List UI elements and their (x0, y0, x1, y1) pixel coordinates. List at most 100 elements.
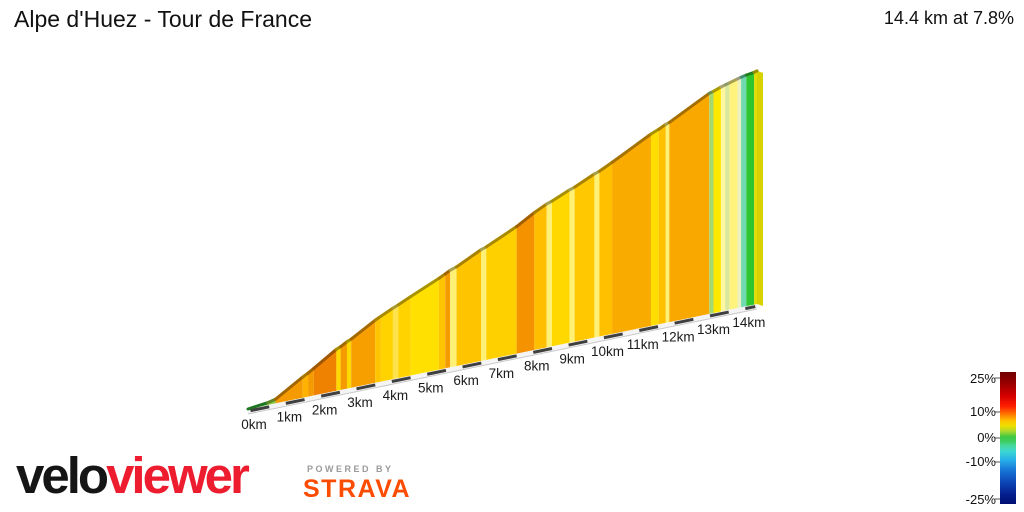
x-axis-label: 7km (489, 366, 515, 381)
gradient-stripe (516, 212, 535, 354)
profile-top-edge (610, 132, 653, 164)
x-axis-label: 0km (241, 417, 267, 432)
axis-tick (532, 347, 553, 354)
gradient-stripe (725, 82, 730, 311)
legend-label-minus25: -25% (965, 492, 996, 507)
gradient-stripe (741, 75, 747, 308)
legend-label-10: 10% (969, 404, 996, 419)
profile-end-cap (756, 70, 763, 306)
axis-tick (709, 310, 730, 318)
profile-top-edge (396, 295, 413, 307)
gradient-stripe (336, 346, 341, 391)
gradient-stripe (729, 78, 738, 310)
axis-tick (356, 383, 376, 391)
gradient-stripe (308, 368, 314, 397)
axis-tick (391, 376, 411, 383)
x-axis-label: 8km (524, 359, 550, 374)
axis-tick (568, 339, 588, 347)
gradient-stripe (599, 162, 613, 337)
gradient-stripe (340, 341, 347, 390)
x-axis-label: 9km (559, 351, 585, 366)
profile-top-edge (312, 347, 338, 370)
gradient-stripe (534, 203, 547, 350)
legend-tick (995, 411, 1000, 413)
gradient-stripe (450, 266, 457, 368)
gradient-stripe (569, 187, 575, 343)
axis-tick (745, 305, 756, 311)
veloviewer-logo-velo: velo (16, 447, 109, 504)
profile-top-edge (246, 401, 269, 411)
legend-tick (995, 461, 1000, 463)
gradient-stripe (720, 84, 726, 312)
segment-title: Alpe d'Huez - Tour de France (14, 6, 313, 32)
axis-tick (462, 361, 482, 369)
x-axis-label: 14km (732, 315, 765, 330)
profile-top-edge (649, 127, 661, 136)
gradient-stripe (302, 373, 309, 398)
legend-tick (995, 437, 1000, 439)
gradient-stripe (737, 77, 742, 309)
gradient-stripe (398, 296, 411, 379)
x-axis-label: 13km (697, 322, 730, 337)
gradient-stripe (438, 273, 446, 370)
profile-top-edge (455, 248, 483, 269)
gradient-stripe (650, 129, 659, 326)
powered-by-label: POWERED BY (307, 464, 394, 474)
gradient-stripe (410, 278, 439, 376)
profile-top-edge (532, 202, 549, 215)
axis-tick (285, 398, 305, 405)
gradient-stripe (380, 308, 393, 382)
gradient-stripe (313, 349, 337, 396)
veloviewer-logo[interactable]: veloviewer (16, 447, 250, 504)
axis-tick (320, 390, 341, 398)
x-axis-label: 6km (453, 373, 479, 388)
x-axis-label: 5km (418, 381, 444, 396)
gradient-stripe (665, 122, 670, 323)
gradient-stripe (445, 270, 451, 369)
gradient-stripe (546, 201, 552, 348)
axis-tick (603, 332, 623, 340)
x-axis-label: 2km (312, 402, 338, 417)
x-axis-label: 1km (277, 410, 303, 425)
x-axis-label: 11km (627, 337, 659, 352)
legend-label-0: 0% (977, 430, 996, 445)
x-axis-label: 3km (347, 395, 373, 410)
gradient-stripe (551, 189, 570, 347)
gradient-stripe (669, 93, 710, 323)
profile-top-edge (274, 375, 305, 401)
profile-top-edge (409, 276, 441, 299)
profile-top-edge (597, 160, 614, 173)
legend-label-25: 25% (969, 371, 996, 386)
profile-top-edge (379, 306, 395, 318)
axis-base-edge (247, 308, 758, 415)
gradient-stripe (346, 339, 352, 389)
profile-top-edge (484, 225, 519, 249)
axis-tick (497, 354, 517, 362)
gradient-stripe (351, 320, 376, 388)
axis-tick (426, 368, 447, 376)
legend-label-minus10: -10% (965, 454, 996, 469)
gradient-stripe (486, 226, 517, 360)
profile-top-edge (727, 77, 740, 85)
segment-stats: 14.4 km at 7.8% (883, 8, 1014, 28)
strava-logo[interactable]: STRAVA (303, 475, 412, 503)
gradient-stripe (709, 91, 714, 314)
veloviewer-logo-viewer: viewer (106, 447, 250, 504)
gradient-stripe (375, 316, 381, 383)
gradient-stripe (594, 171, 600, 338)
gradient-stripe (456, 249, 482, 366)
profile-top-edge (349, 318, 377, 341)
gradient-legend-bar (1000, 372, 1016, 504)
profile-top-edge (573, 172, 596, 189)
gradient-stripe (658, 124, 666, 325)
legend-tick (995, 377, 1000, 379)
gradient-stripe (574, 173, 595, 342)
x-axis-label: 4km (383, 388, 409, 403)
axis-tick (674, 317, 694, 325)
axis-tick (638, 325, 659, 332)
gradient-stripe (392, 304, 399, 380)
x-axis-label: 12km (662, 329, 695, 344)
gradient-stripe (754, 70, 757, 305)
x-axis-label: 10km (591, 344, 624, 359)
